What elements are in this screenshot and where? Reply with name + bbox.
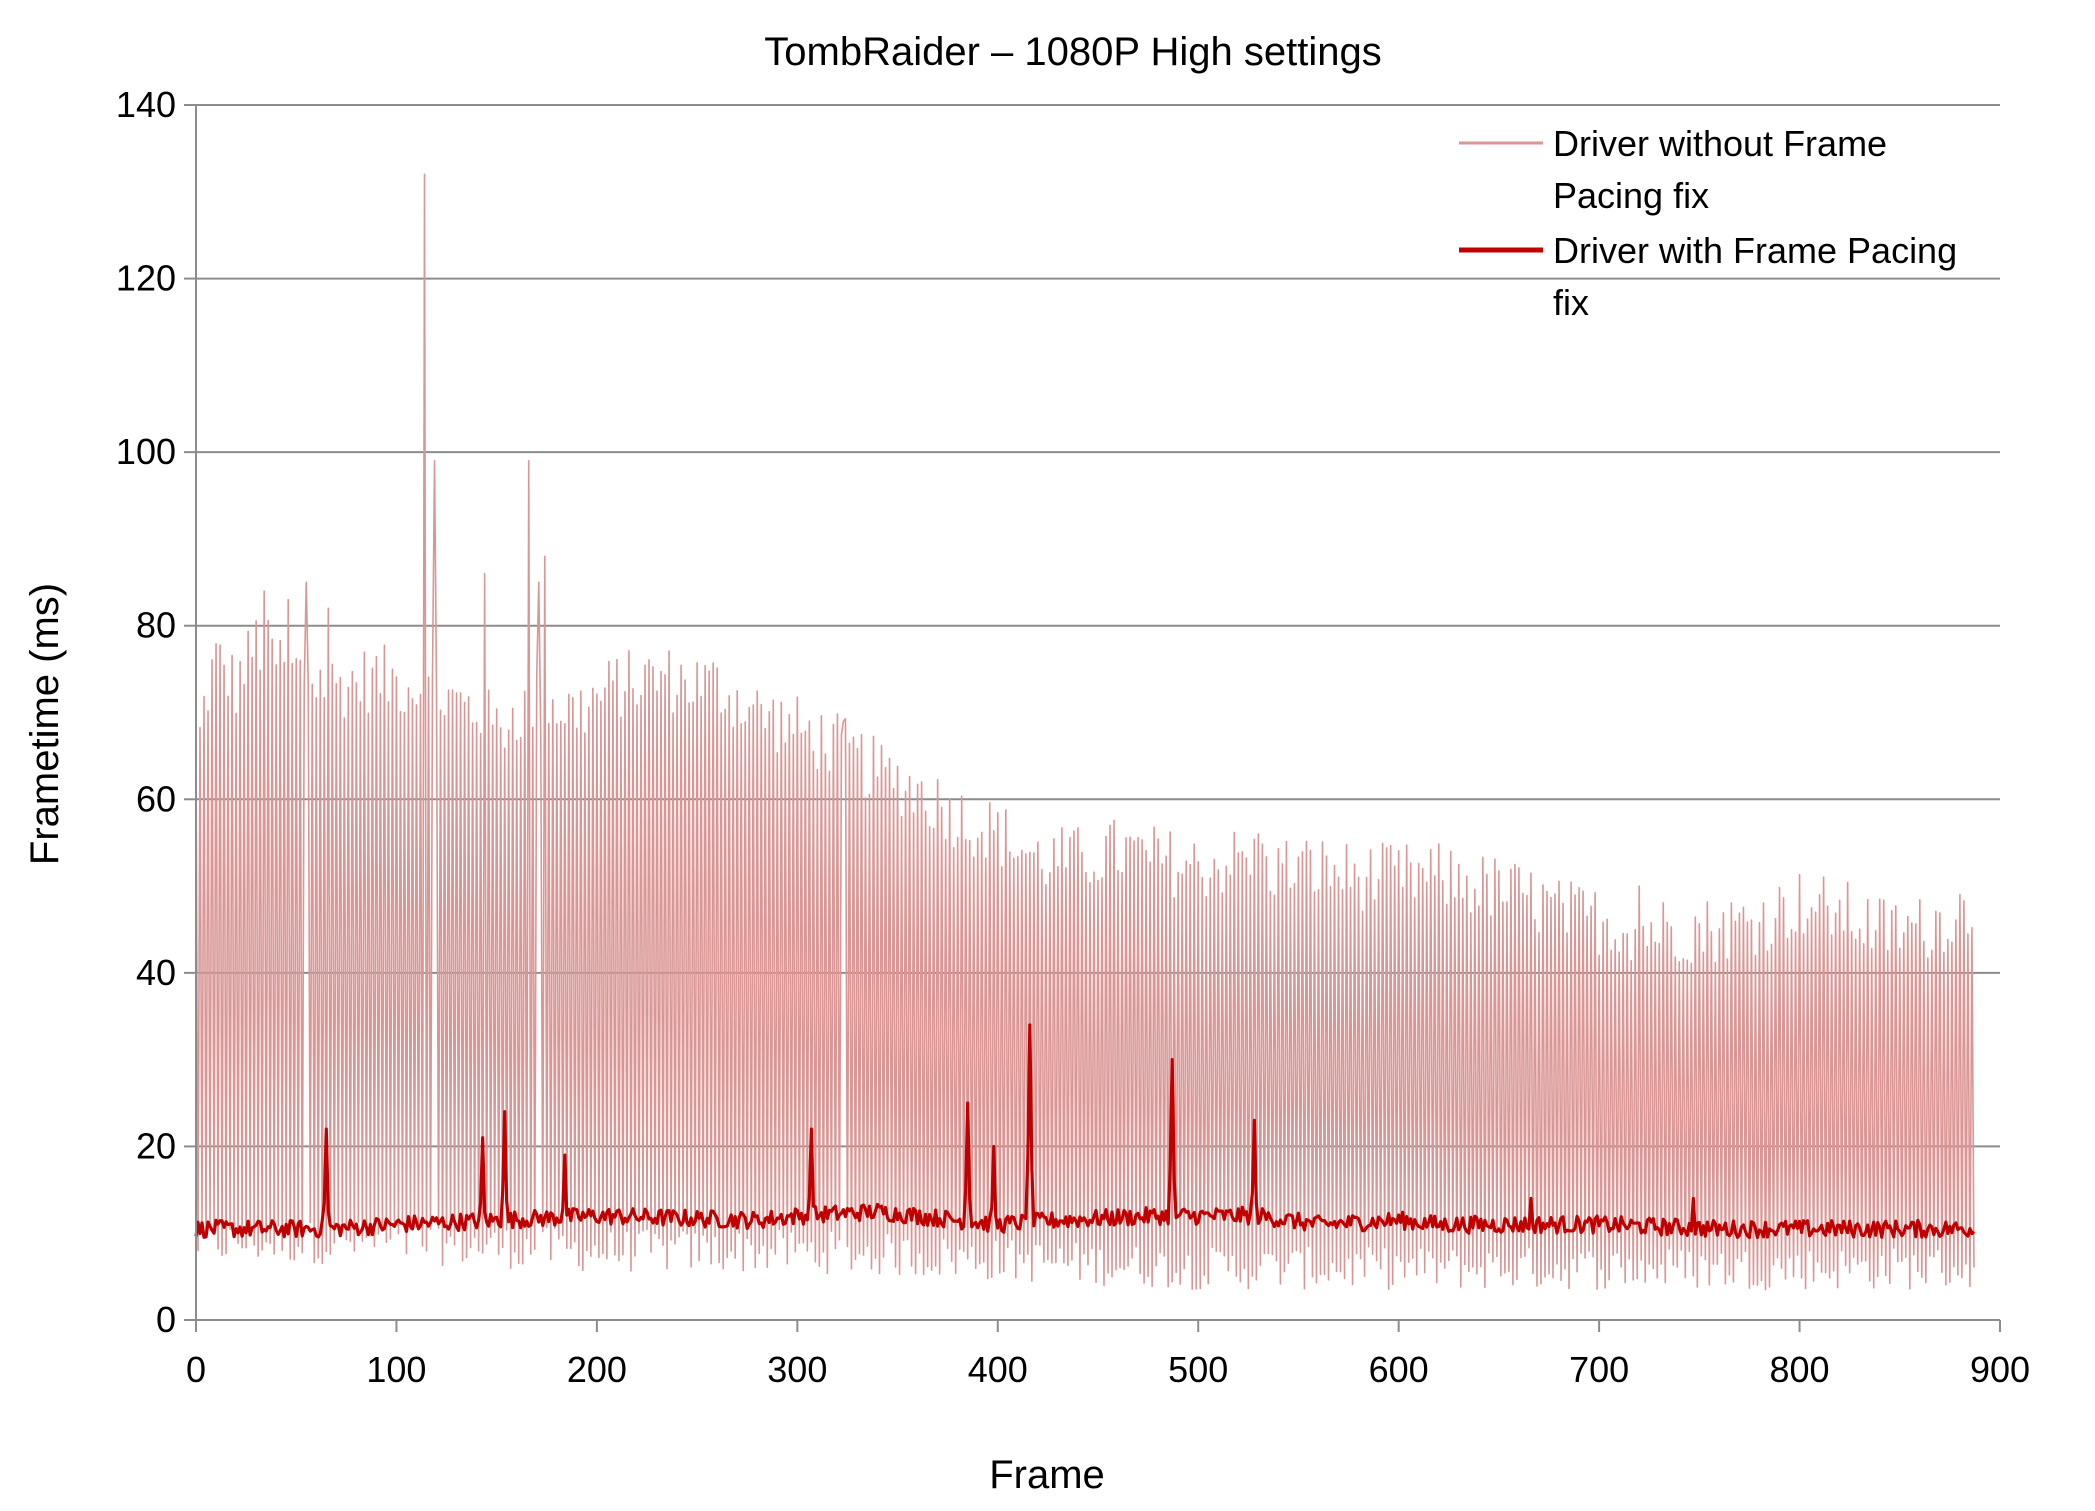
x-tick-label-0: 0 xyxy=(186,1349,206,1390)
legend-label-line: Pacing fix xyxy=(1553,175,1709,216)
x-tick-label-800: 800 xyxy=(1770,1349,1830,1390)
legend-label-with-fix: Driver with Frame Pacing fix xyxy=(1553,230,1957,323)
series-line-with-fix xyxy=(194,1023,1976,1240)
y-tick-label-100: 100 xyxy=(116,431,176,472)
chart-title: TombRaider – 1080P High settings xyxy=(764,30,1381,74)
y-tick-label-120: 120 xyxy=(116,258,176,299)
x-tick-label-200: 200 xyxy=(567,1349,627,1390)
y-tick-label-80: 80 xyxy=(136,605,176,646)
x-tick-label-700: 700 xyxy=(1569,1349,1629,1390)
y-tick-label-140: 140 xyxy=(116,84,176,125)
x-tick-label-300: 300 xyxy=(767,1349,827,1390)
y-tick-label-60: 60 xyxy=(136,778,176,819)
x-tick-label-600: 600 xyxy=(1369,1349,1429,1390)
series-line-without-fix xyxy=(195,173,1975,1291)
legend-label-line: Driver without Frame xyxy=(1553,123,1887,164)
legend-label-without-fix: Driver without Frame Pacing fix xyxy=(1553,123,1887,216)
series-layer xyxy=(194,173,1976,1291)
legend-label-line: fix xyxy=(1553,282,1589,323)
x-tick-label-900: 900 xyxy=(1970,1349,2030,1390)
y-tick-label-20: 20 xyxy=(136,1125,176,1166)
x-axis-label: Frame xyxy=(989,1453,1105,1497)
legend-label-line: Driver with Frame Pacing xyxy=(1553,230,1957,271)
x-tick-label-500: 500 xyxy=(1168,1349,1228,1390)
legend: Driver without Frame Pacing fix Driver wi… xyxy=(1459,123,1957,323)
y-tick-label-0: 0 xyxy=(156,1299,176,1340)
x-tick-label-100: 100 xyxy=(366,1349,426,1390)
axis-layer: 0 20 40 60 80 100 120 140 0 100 200 300 400 500 600 700… xyxy=(116,84,2030,1390)
x-tick-label-400: 400 xyxy=(968,1349,1028,1390)
y-axis-label: Frametime (ms) xyxy=(23,583,67,865)
y-tick-label-40: 40 xyxy=(136,952,176,993)
